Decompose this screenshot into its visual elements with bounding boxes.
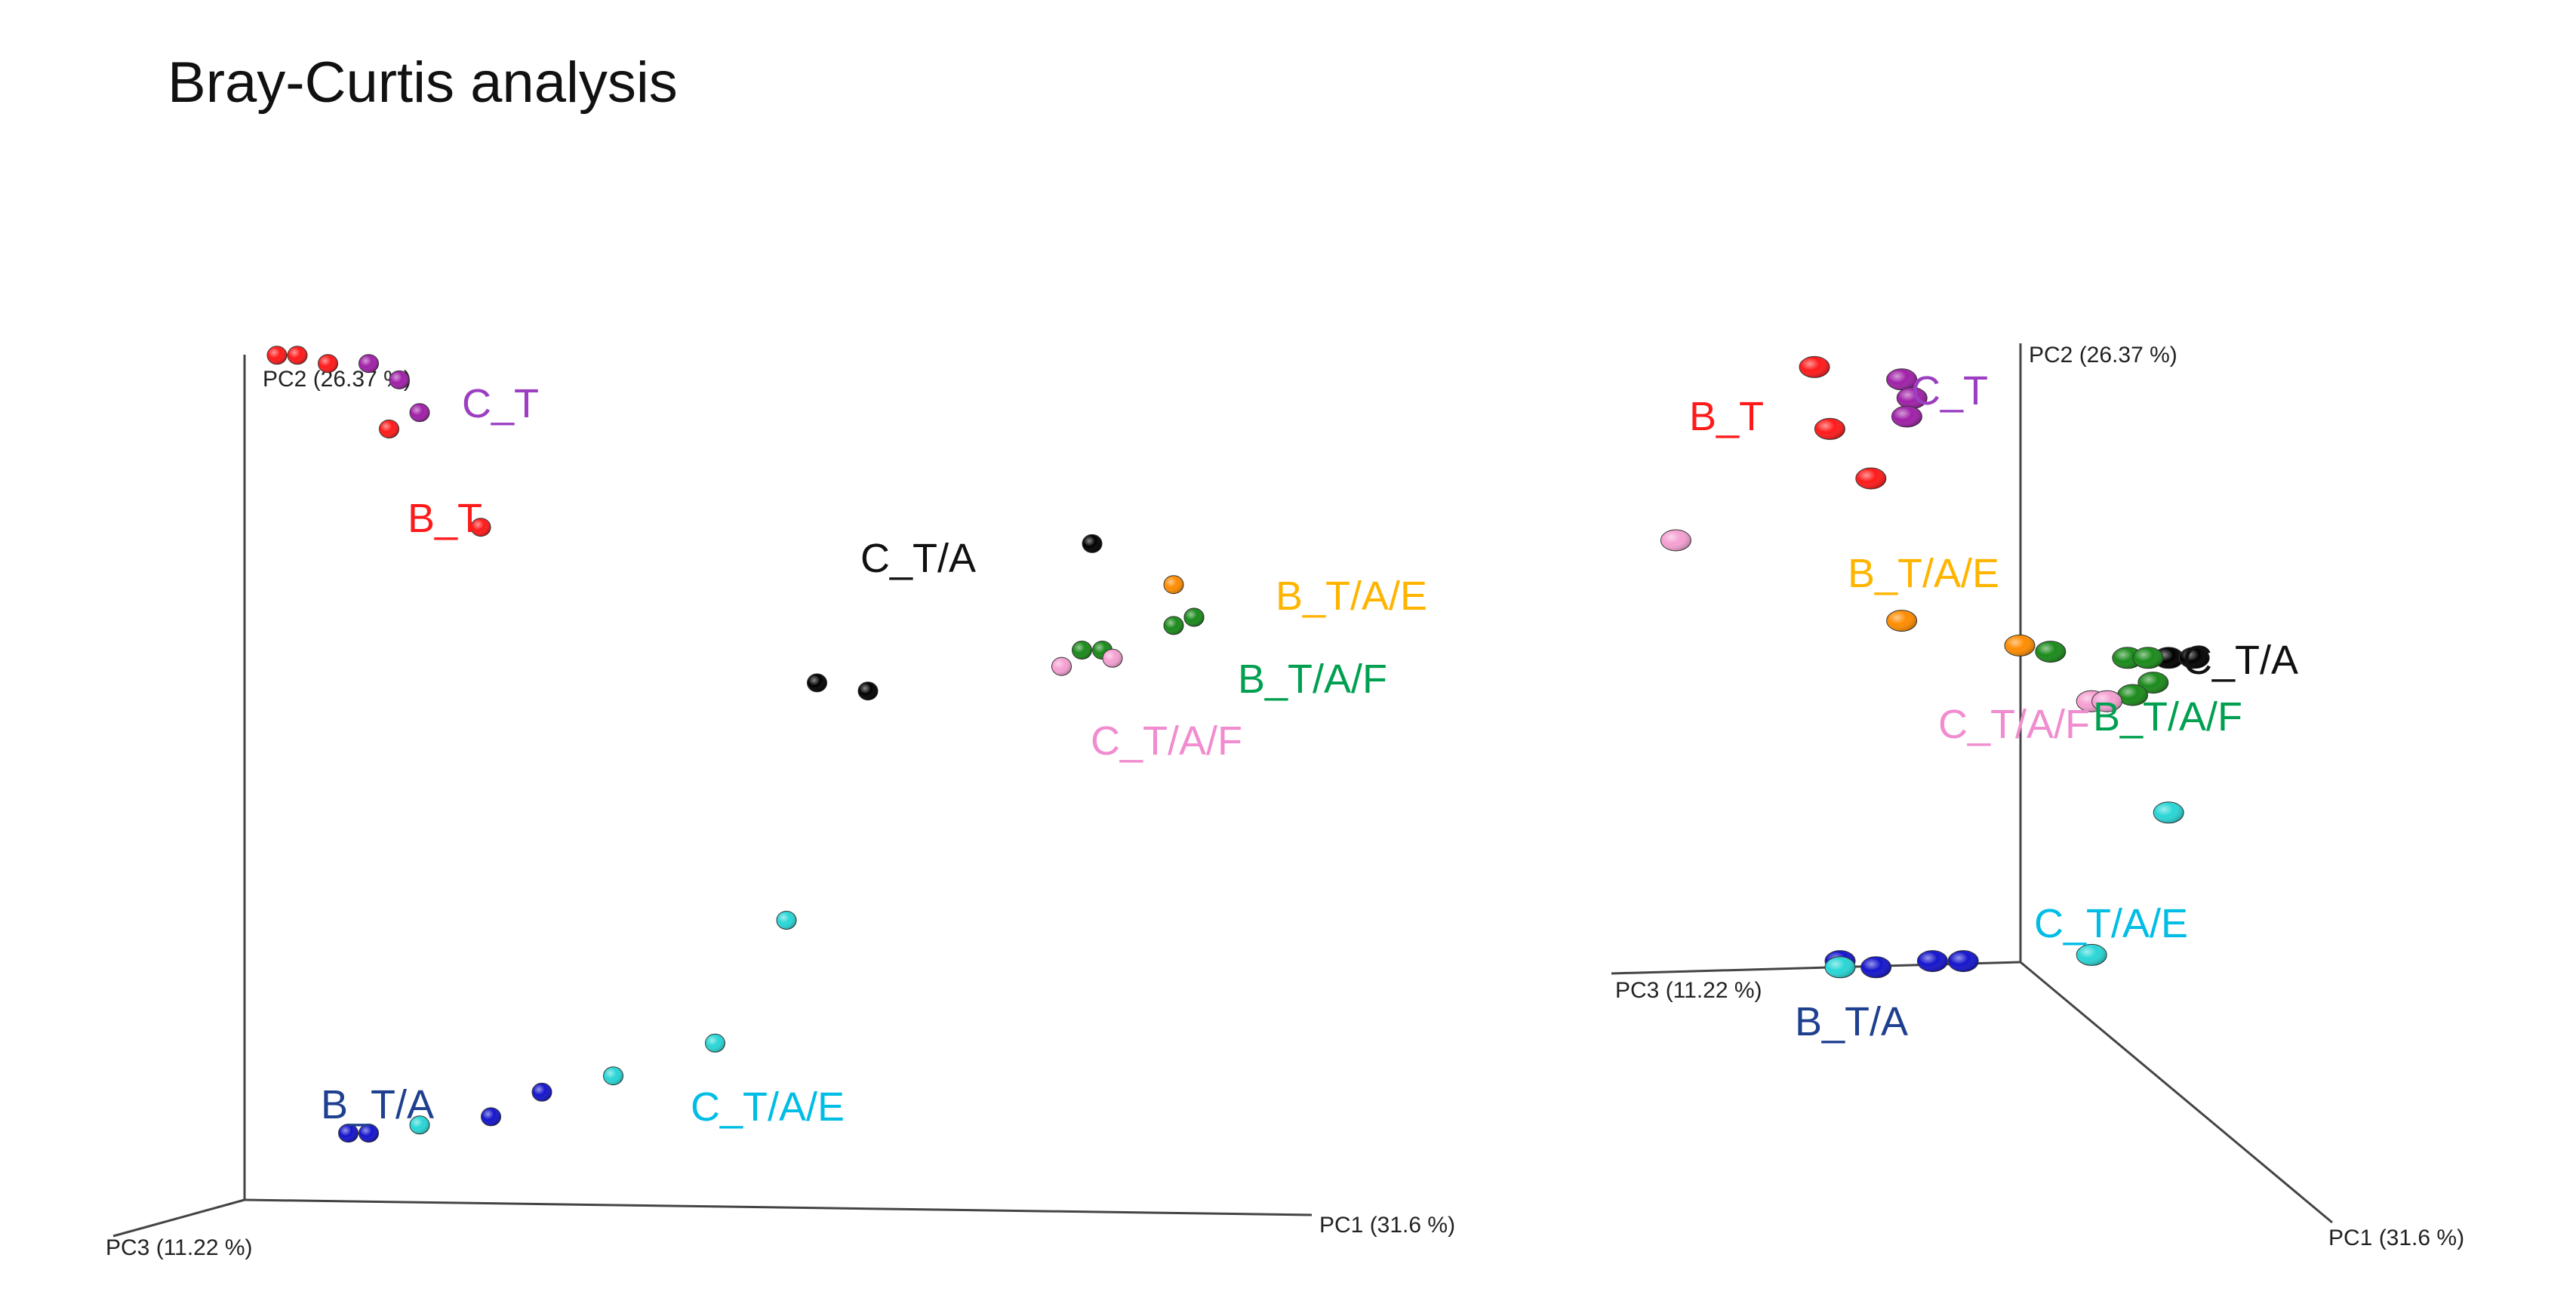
left-pc3-label: PC3 (11.22 %) (106, 1235, 253, 1260)
left-label-B_T-A-F: B_T/A/F (1238, 657, 1387, 702)
left-point-shading-B_T-A-F-0 (1072, 641, 1092, 660)
left-label-C_T-A: C_T/A (860, 536, 976, 581)
left-point-shading-C_T-0 (359, 354, 379, 373)
left-point-shading-C_T-A-F-0 (1051, 657, 1072, 676)
right-label-B_T-A: B_T/A (1795, 999, 1908, 1044)
left-point-shading-B_T-A-3 (532, 1083, 552, 1102)
left-point-shading-C_T-A-F-1 (1103, 649, 1122, 668)
left-pc1-label: PC1 (31.6 %) (1319, 1213, 1455, 1238)
left-point-shading-C_T-A-E-1 (603, 1066, 623, 1085)
right-point-shading-C_T-A-F-2 (2091, 690, 2122, 712)
left-label-C_T-A-E: C_T/A/E (691, 1084, 845, 1130)
right-group-labels: C_T B_T B_T/A/E C_T/A C_T/A/F B_T/A/F C_… (1689, 368, 2298, 1044)
left-point-shading-B_T-A-0 (338, 1124, 359, 1143)
left-point-shading-B_T-A-E-0 (1164, 575, 1183, 594)
left-point-shading-B_T-3 (379, 420, 399, 438)
right-point-shading-B_T-A-E-0 (1886, 610, 1917, 632)
left-point-shading-B_T-A-F-3 (1184, 608, 1204, 626)
left-point-shading-C_T-2 (410, 403, 429, 422)
left-label-B_T-A: B_T/A (321, 1082, 434, 1127)
right-label-C_T-A-F: C_T/A/F (1938, 702, 2090, 747)
right-point-shading-C_T-A-F-0 (1660, 530, 1691, 551)
left-axes: PC2 (26.37 %) PC1 (31.6 %) PC3 (11.22 %) (106, 355, 1455, 1260)
right-label-B_T: B_T (1689, 394, 1764, 439)
right-point-shading-C_T-A-E-0 (1825, 956, 1855, 978)
left-point-shading-C_T-A-1 (807, 673, 827, 692)
right-label-C_T-A: C_T/A (2183, 638, 2298, 683)
right-point-shading-B_T-A-F-2 (2133, 647, 2163, 669)
left-point-shading-B_T-4 (471, 518, 491, 537)
right-pc1-label: PC1 (31.6 %) (2328, 1226, 2464, 1250)
right-label-B_T-A-F: B_T/A/F (2093, 694, 2242, 740)
right-point-shading-B_T-2 (1855, 468, 1886, 489)
chart-title: Bray-Curtis analysis (168, 51, 678, 115)
right-label-C_T: C_T (1911, 368, 1988, 414)
right-label-B_T-A-E: B_T/A/E (1848, 551, 1999, 596)
left-pc1-axis (244, 1198, 1313, 1216)
left-point-shading-C_T-1 (389, 371, 409, 389)
right-point-shading-C_T-2 (1891, 406, 1922, 427)
left-pc2-label: PC2 (26.37 %) (263, 367, 411, 392)
left-point-shading-C_T-A-E-3 (777, 911, 796, 930)
left-points (266, 346, 1205, 1143)
left-point-shading-C_T-A-E-2 (705, 1034, 725, 1053)
right-point-shading-C_T-A-E-1 (2076, 944, 2107, 966)
left-group-labels: C_T B_T C_T/A B_T/A/E B_T/A/F C_T/A/F B_… (321, 381, 1427, 1130)
left-point-shading-C_T-A-2 (858, 681, 878, 700)
left-label-C_T: C_T (462, 381, 539, 426)
right-point-shading-C_T-1 (1897, 387, 1928, 409)
right-point-shading-B_T-A-3 (1948, 950, 1979, 972)
right-pc1-axis (2020, 961, 2333, 1224)
right-point-shading-C_T-A-E-2 (2153, 801, 2184, 823)
right-point-shading-B_T-1 (1814, 418, 1845, 440)
left-pc3-axis (112, 1198, 245, 1238)
left-point-shading-B_T-2 (318, 354, 338, 373)
right-point-shading-B_T-0 (1799, 356, 1830, 378)
right-point-shading-B_T-A-2 (1917, 950, 1948, 972)
left-point-shading-B_T-1 (288, 346, 307, 364)
right-point-shading-B_T-A-F-4 (2117, 684, 2148, 706)
left-point-shading-B_T-0 (267, 346, 287, 364)
left-label-C_T-A-F: C_T/A/F (1091, 718, 1242, 764)
left-point-shading-C_T-A-E-0 (410, 1115, 429, 1134)
left-point-shading-B_T-A-1 (359, 1124, 379, 1143)
right-point-shading-C_T-0 (1886, 368, 1917, 390)
right-pc2-label: PC2 (26.37 %) (2029, 343, 2177, 368)
right-pc3-label: PC3 (11.22 %) (1615, 978, 1762, 1003)
right-point-shading-B_T-A-E-1 (2005, 635, 2035, 657)
right-points (1660, 355, 2210, 979)
right-point-shading-B_T-A-F-0 (2035, 641, 2066, 663)
left-label-B_T-A-E: B_T/A/E (1276, 574, 1427, 619)
right-axes: PC2 (26.37 %) PC3 (11.22 %) PC1 (31.6 %) (1611, 343, 2464, 1250)
right-point-shading-B_T-A-1 (1860, 956, 1891, 978)
left-point-shading-B_T-A-F-2 (1164, 616, 1183, 635)
right-label-C_T-A-E: C_T/A/E (2034, 901, 2188, 946)
left-point-shading-C_T-A-0 (1082, 534, 1102, 553)
right-point-shading-C_T-A-1 (2179, 647, 2210, 669)
left-label-B_T: B_T (408, 496, 482, 541)
left-point-shading-B_T-A-2 (481, 1107, 501, 1126)
right-point-shading-B_T-A-F-3 (2137, 672, 2168, 694)
